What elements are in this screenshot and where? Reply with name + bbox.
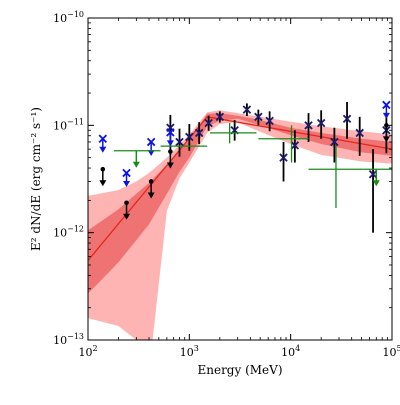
data-points-layer [98, 100, 392, 233]
band-inner [88, 113, 392, 294]
point-s0-7-x2 [242, 105, 252, 114]
point-s2-3-arrow-head [166, 162, 174, 169]
confidence-band-layer [88, 110, 392, 340]
point-s2-0-dot [100, 166, 106, 172]
point-s1-0-head [99, 146, 107, 153]
model-line [88, 116, 392, 261]
series-0 [166, 101, 391, 233]
point-s2-2 [147, 179, 155, 199]
point-s0-9-x2 [265, 116, 274, 126]
point-s2-4-arrow-head [382, 136, 390, 143]
point-s1-4 [382, 100, 391, 119]
y-tick-label-2: 10−11 [53, 117, 84, 132]
point-s1-0 [98, 134, 108, 153]
point-s0-2-x2 [185, 132, 194, 142]
point-s0-4 [204, 115, 213, 131]
y-tick-label-3: 10−10 [53, 10, 84, 25]
point-s0-8 [254, 109, 263, 126]
point-s1-2-head [147, 149, 155, 156]
point-s1-1 [122, 168, 131, 187]
point-s1-2 [146, 137, 156, 156]
point-s0-6 [230, 120, 239, 141]
point-s0-7 [242, 103, 252, 117]
x-tick-label-0: 102 [78, 344, 97, 359]
point-s0-1-x2 [175, 137, 184, 147]
point-s2-1-arrow-head [123, 213, 131, 220]
point-s2-2-dot [148, 179, 154, 184]
point-s0-13-x2 [316, 118, 326, 128]
point-s1-3 [166, 128, 175, 147]
point-s0-12 [304, 113, 313, 142]
point-s1-2-x2 [146, 137, 156, 147]
point-s0-8-x2 [254, 112, 263, 122]
point-s0-16-x2 [355, 128, 364, 138]
point-s0-10-x2 [279, 153, 288, 162]
x-tick-label-1: 103 [180, 344, 199, 359]
point-s3-2 [210, 123, 257, 144]
point-s0-4-x2 [204, 118, 213, 128]
point-s2-1-dot [124, 200, 129, 206]
plot-frame [87, 17, 393, 341]
point-s0-3-x2 [194, 128, 204, 138]
point-s1-3-x2 [166, 128, 175, 137]
point-s0-9 [265, 111, 274, 132]
point-s1-4-x2 [382, 100, 391, 110]
point-s0-13 [316, 110, 326, 139]
point-s1-1-x2 [122, 168, 131, 178]
point-s3-5 [363, 168, 392, 187]
point-s0-11 [290, 130, 300, 163]
point-s2-0 [99, 166, 107, 187]
point-s0-12-x2 [304, 121, 313, 130]
point-s3-5-arrow-head [372, 180, 380, 187]
x-tick-label-2: 104 [281, 344, 300, 359]
point-s1-0-x2 [98, 134, 108, 143]
series-3 [113, 123, 392, 208]
point-s0-16 [355, 116, 364, 156]
point-s1-4-head [382, 112, 390, 119]
point-s0-15 [342, 101, 352, 139]
point-s3-3 [258, 125, 309, 163]
point-s0-17 [368, 149, 378, 233]
point-s3-0 [113, 150, 161, 168]
series-2 [99, 123, 390, 220]
point-s3-4 [308, 145, 364, 208]
x-axis-label: Energy (MeV) [197, 363, 282, 377]
point-s0-14 [330, 127, 339, 163]
point-s0-3 [194, 122, 204, 145]
point-s1-1-head [123, 180, 131, 187]
point-s2-2-arrow-head [147, 192, 155, 199]
y-tick-label-1: 10−12 [53, 225, 84, 240]
x-tick-label-3: 105 [382, 344, 400, 359]
point-s1-3-head [166, 140, 174, 147]
point-s2-0-arrow-head [99, 180, 107, 187]
point-s0-15-x2 [342, 114, 352, 124]
point-s3-0-arrow-head [132, 161, 140, 168]
point-s2-3-dot [168, 149, 173, 154]
point-s2-1 [123, 200, 131, 220]
y-tick-label-0: 10−13 [53, 332, 84, 347]
point-s2-3 [166, 149, 174, 169]
point-s0-1 [175, 128, 184, 157]
point-s0-5 [215, 111, 225, 123]
series-1 [98, 100, 391, 187]
point-s0-17-x2 [368, 170, 378, 179]
axis-ticks-layer: 102 103 104 105 10−13 10−12 10−11 10−10 [53, 10, 400, 359]
point-s0-11-x2 [290, 141, 300, 150]
y-axis-label: E² dN/dE (erg cm⁻² s⁻¹) [29, 107, 43, 251]
model-line-layer [88, 116, 392, 261]
point-s0-5-x2 [215, 112, 225, 122]
point-s0-14-x2 [330, 137, 339, 147]
point-s0-10 [279, 141, 288, 182]
